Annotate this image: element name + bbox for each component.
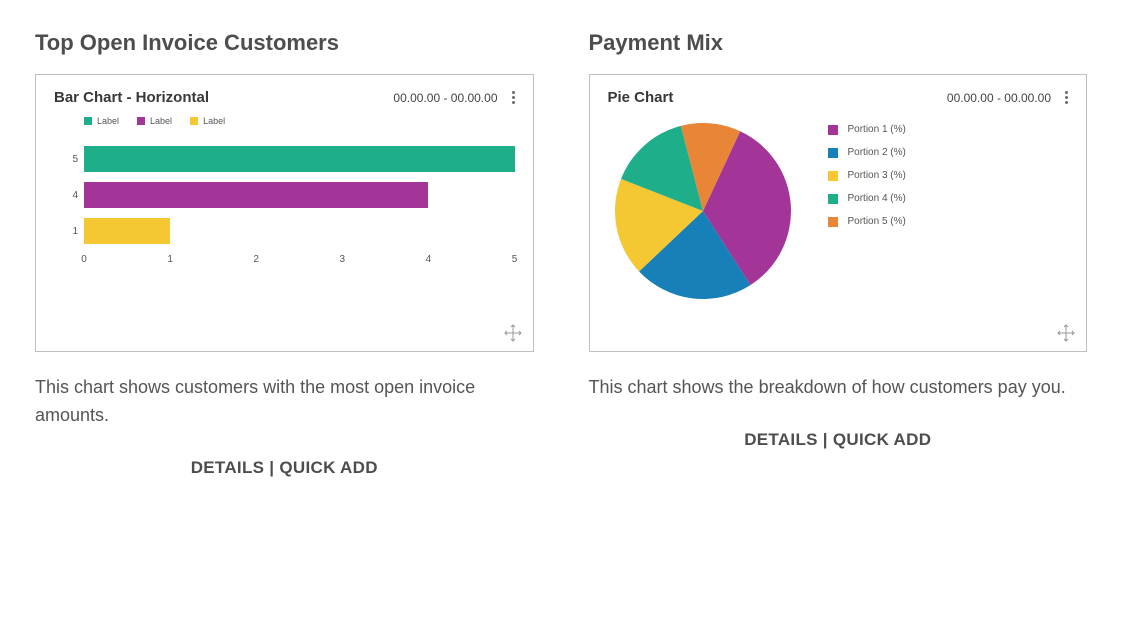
- move-handle-icon[interactable]: [503, 323, 523, 343]
- move-handle-icon[interactable]: [1056, 323, 1076, 343]
- bar-row: 5: [84, 146, 515, 172]
- details-link[interactable]: DETAILS: [744, 430, 818, 449]
- legend-item: Label: [190, 116, 225, 126]
- action-links: DETAILS | QUICK ADD: [35, 458, 534, 478]
- pie-chart-card: Pie Chart 00.00.00 - 00.00.00 Portion 1 …: [589, 74, 1088, 352]
- bar-chart-legend: Label Label Label: [84, 116, 515, 126]
- legend-item: Portion 5 (%): [828, 216, 906, 227]
- card-header: Bar Chart - Horizontal 00.00.00 - 00.00.…: [54, 89, 515, 106]
- bar-row: 4: [84, 182, 515, 208]
- x-tick: 5: [512, 254, 518, 265]
- x-tick: 3: [340, 254, 346, 265]
- date-range: 00.00.00 - 00.00.00: [947, 91, 1051, 105]
- section-title-right: Payment Mix: [589, 30, 1088, 56]
- more-menu-icon[interactable]: [512, 91, 515, 104]
- action-links: DETAILS | QUICK ADD: [589, 430, 1088, 450]
- legend-item: Label: [84, 116, 119, 126]
- card-title: Bar Chart - Horizontal: [54, 89, 209, 106]
- legend-item: Portion 2 (%): [828, 147, 906, 158]
- bar-chart-x-axis: 0 1 2 3 4 5: [84, 254, 515, 272]
- pie-chart-area: Portion 1 (%) Portion 2 (%) Portion 3 (%) P…: [608, 116, 1069, 306]
- pie-chart-legend: Portion 1 (%) Portion 2 (%) Portion 3 (%) P…: [828, 124, 906, 227]
- bar-chart-area: 5 4 1 0 1 2 3 4 5: [84, 140, 515, 290]
- left-panel: Top Open Invoice Customers Bar Chart - H…: [35, 30, 534, 478]
- legend-item: Portion 4 (%): [828, 193, 906, 204]
- card-header-right: 00.00.00 - 00.00.00: [393, 91, 514, 105]
- x-tick: 0: [81, 254, 87, 265]
- pie-chart-svg: [608, 116, 798, 306]
- chart-description: This chart shows the breakdown of how cu…: [589, 374, 1088, 402]
- date-range: 00.00.00 - 00.00.00: [393, 91, 497, 105]
- card-header: Pie Chart 00.00.00 - 00.00.00: [608, 89, 1069, 106]
- x-tick: 2: [253, 254, 259, 265]
- bar-chart-card: Bar Chart - Horizontal 00.00.00 - 00.00.…: [35, 74, 534, 352]
- bar-row: 1: [84, 218, 515, 244]
- legend-item: Portion 1 (%): [828, 124, 906, 135]
- more-menu-icon[interactable]: [1065, 91, 1068, 104]
- section-title-left: Top Open Invoice Customers: [35, 30, 534, 56]
- action-separator: |: [818, 430, 833, 449]
- card-title: Pie Chart: [608, 89, 674, 106]
- x-tick: 4: [426, 254, 432, 265]
- details-link[interactable]: DETAILS: [191, 458, 265, 477]
- legend-item: Portion 3 (%): [828, 170, 906, 181]
- card-header-right: 00.00.00 - 00.00.00: [947, 91, 1068, 105]
- x-tick: 1: [167, 254, 173, 265]
- quick-add-link[interactable]: QUICK ADD: [279, 458, 377, 477]
- quick-add-link[interactable]: QUICK ADD: [833, 430, 931, 449]
- action-separator: |: [264, 458, 279, 477]
- right-panel: Payment Mix Pie Chart 00.00.00 - 00.00.0…: [589, 30, 1088, 478]
- chart-description: This chart shows customers with the most…: [35, 374, 534, 430]
- legend-item: Label: [137, 116, 172, 126]
